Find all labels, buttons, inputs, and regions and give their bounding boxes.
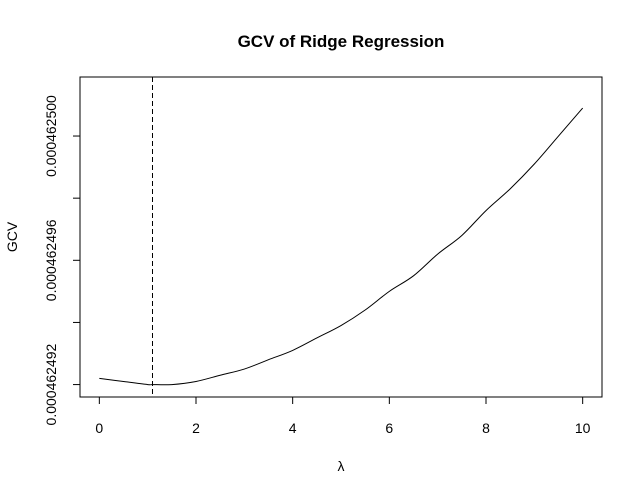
plot-frame — [79, 76, 603, 398]
series-layer — [99, 107, 584, 386]
y-axis: 0.000462492 0.000462496 0.000462500 — [43, 95, 81, 425]
y-tick-label: 0.000462500 — [43, 95, 59, 177]
y-axis-label: GCV — [4, 221, 20, 252]
chart-title: GCV of Ridge Regression — [238, 32, 445, 51]
gcv-curve — [99, 107, 584, 386]
x-axis-label: λ — [338, 458, 345, 474]
y-tick-label: 0.000462492 — [43, 343, 59, 425]
x-tick-label: 0 — [95, 420, 103, 436]
x-axis: 0 2 4 6 8 10 — [95, 396, 591, 436]
x-tick-label: 10 — [575, 420, 591, 436]
x-tick-label: 2 — [192, 420, 200, 436]
x-tick-label: 6 — [385, 420, 393, 436]
x-tick-label: 8 — [482, 420, 490, 436]
y-tick-label: 0.000462496 — [43, 219, 59, 301]
x-tick-label: 4 — [289, 420, 297, 436]
